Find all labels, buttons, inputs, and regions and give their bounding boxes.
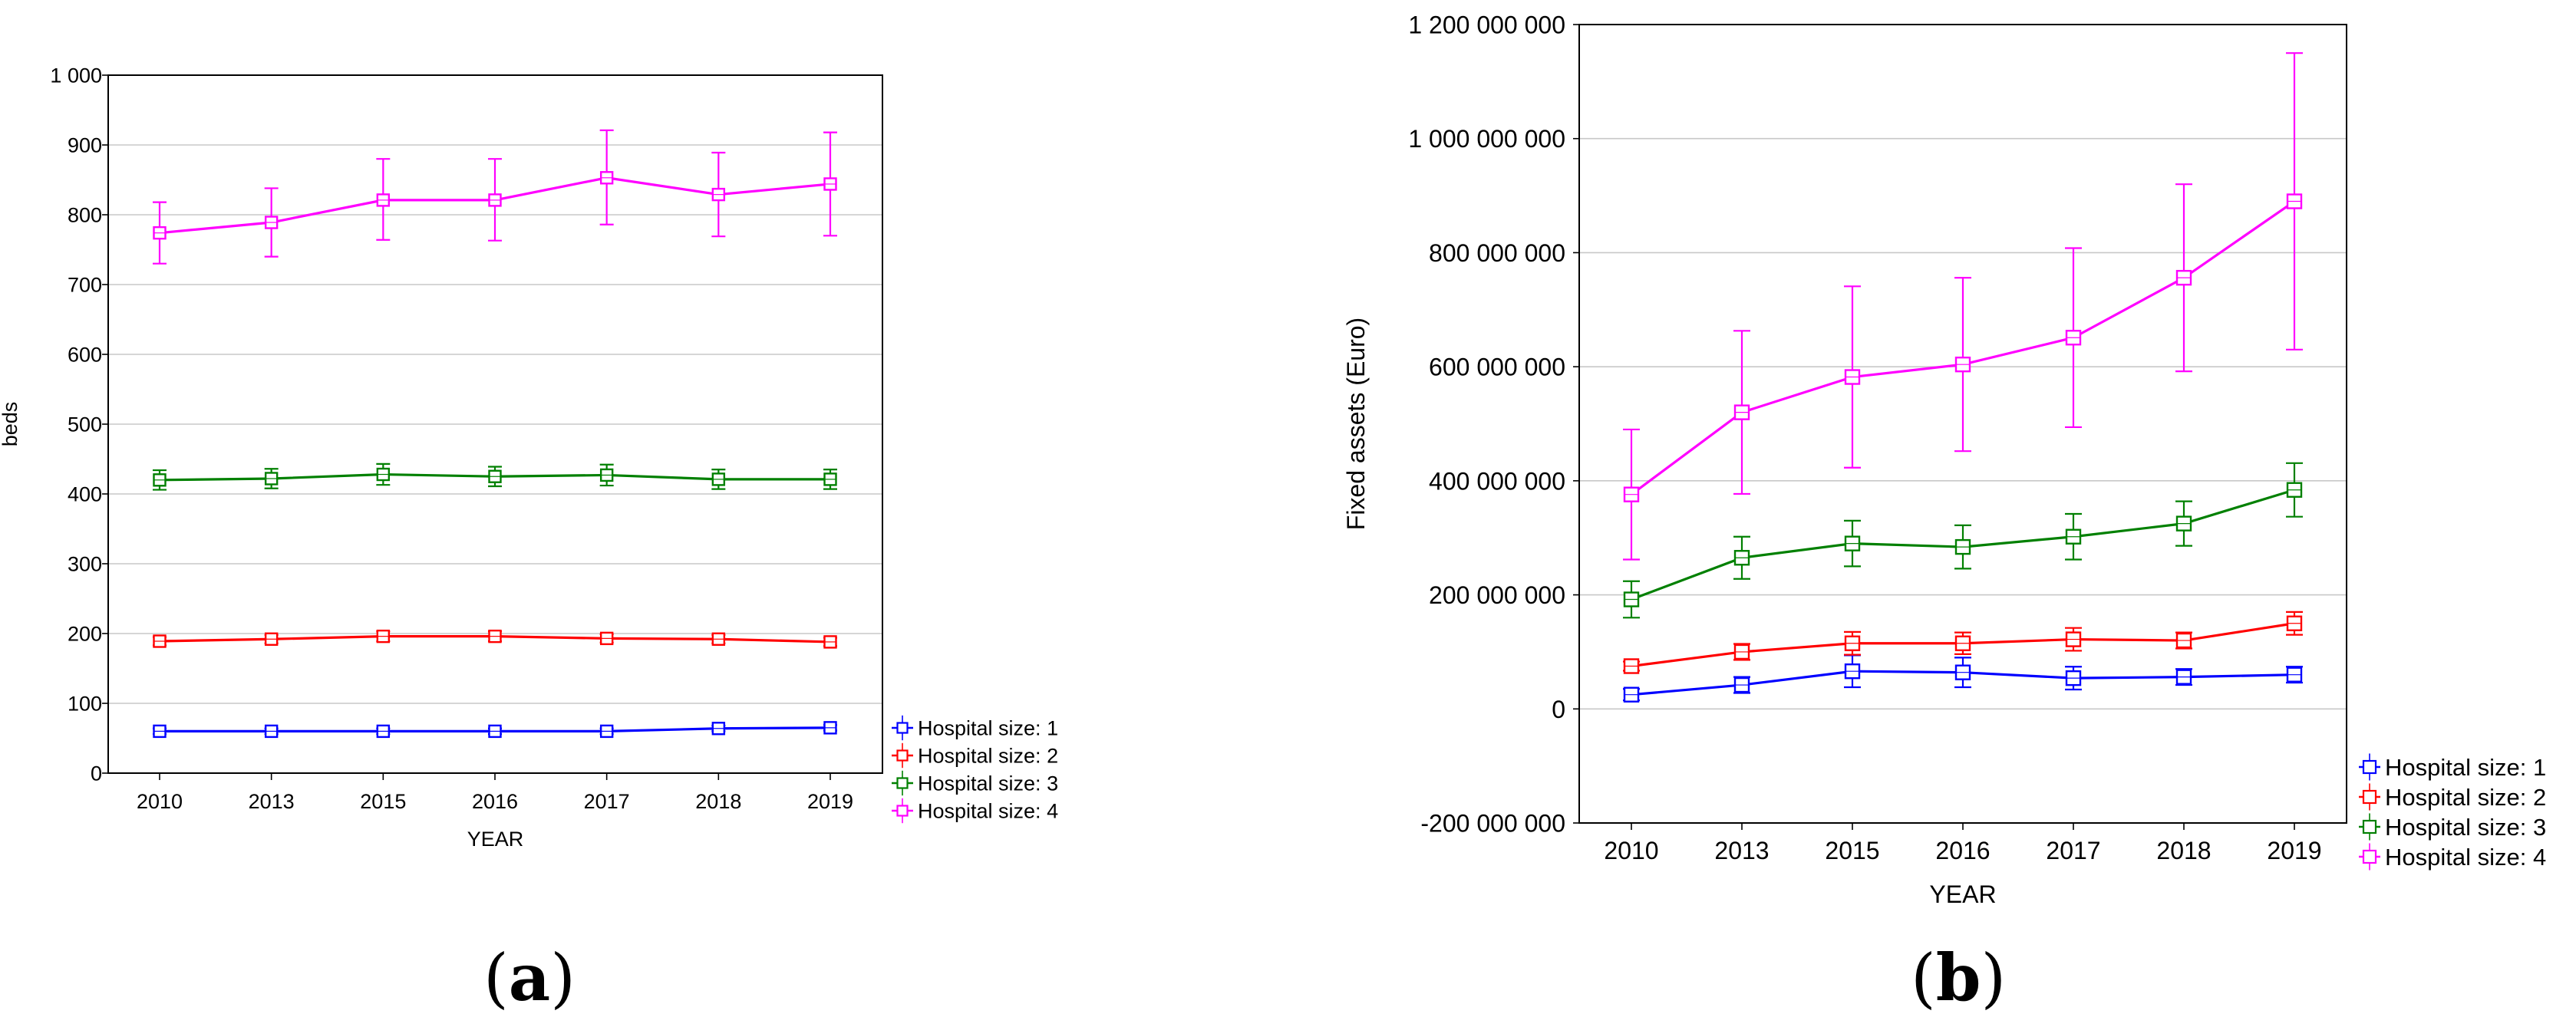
y-tick-label: 800 000 000 [1429, 239, 1565, 267]
legend-marker [896, 777, 909, 789]
panel-label-b: (b) [1911, 940, 2007, 1015]
series-3 [1623, 462, 2303, 619]
legend-item: Hospital size: 1 [892, 715, 1058, 741]
y-tick-label: 0 [1552, 696, 1565, 723]
legend-marker [2362, 849, 2377, 864]
x-tick-label: 2010 [137, 790, 183, 813]
legend-marker [2362, 759, 2377, 775]
panel-label-a-text: a [508, 940, 551, 1015]
legend-marker [896, 805, 909, 817]
y-tick-label: 1 200 000 000 [1408, 12, 1565, 39]
y-tick-label: 600 000 000 [1429, 354, 1565, 381]
x-tick-label: 2019 [807, 790, 853, 813]
y-tick-label: 800 [68, 204, 102, 227]
legend-item: Hospital size: 3 [2359, 813, 2546, 841]
x-tick-label: 2010 [1604, 837, 1658, 864]
legend-label: Hospital size: 3 [2385, 814, 2546, 841]
x-tick-label: 2016 [1935, 837, 1990, 864]
series-2 [153, 629, 837, 649]
x-tick-label: 2013 [1714, 837, 1769, 864]
y-tick-label: 400 [68, 483, 102, 506]
panel-label-a: (a) [483, 940, 576, 1015]
legend-item: Hospital size: 2 [892, 742, 1058, 769]
legend: Hospital size: 1 Hospital size: 2 Hospital… [2359, 753, 2546, 871]
legend-label: Hospital size: 1 [2385, 754, 2546, 781]
y-tick-label: 400 000 000 [1429, 467, 1565, 495]
y-tick-label: 700 [68, 274, 102, 297]
y-tick-label: 200 [68, 623, 102, 646]
series-4 [153, 129, 837, 265]
legend-label: Hospital size: 4 [918, 800, 1058, 823]
legend-item: Hospital size: 1 [2359, 753, 2546, 781]
legend-label: Hospital size: 2 [2385, 784, 2546, 811]
x-axis-label: YEAR [467, 828, 524, 851]
y-tick-label: 900 [68, 134, 102, 157]
x-tick-label: 2015 [360, 790, 406, 813]
series-1 [153, 721, 837, 739]
legend-label: Hospital size: 1 [918, 717, 1058, 740]
y-tick-label: 1 000 [50, 64, 102, 87]
x-tick-label: 2013 [249, 790, 295, 813]
legend-item: Hospital size: 4 [892, 798, 1058, 824]
legend-item: Hospital size: 3 [892, 770, 1058, 796]
y-axis-label: Fixed assets (Euro) [1342, 318, 1370, 530]
panel-label-b-text: b [1935, 940, 1981, 1015]
y-tick-label: 1 000 000 000 [1408, 125, 1565, 153]
y-axis-label: beds [0, 402, 21, 447]
y-tick-label: -200 000 000 [1420, 810, 1565, 838]
legend: Hospital size: 1 Hospital size: 2 Hospital… [892, 715, 1058, 824]
x-axis-label: YEAR [1929, 881, 1996, 908]
series-2 [1623, 611, 2303, 674]
chart-a: 0 100 200 300 400 500 600 700 800 900 1 000 2010 201… [0, 64, 1058, 851]
x-tick-label: 2019 [2267, 837, 2321, 864]
x-tick-label: 2016 [472, 790, 518, 813]
legend-label: Hospital size: 4 [2385, 844, 2546, 871]
legend-marker [896, 722, 909, 734]
x-tick-label: 2017 [2046, 837, 2100, 864]
series-4 [1623, 52, 2303, 561]
series-1 [1623, 654, 2303, 703]
legend-item: Hospital size: 2 [2359, 783, 2546, 811]
x-tick-label: 2017 [584, 790, 630, 813]
y-tick-label: 100 [68, 693, 102, 716]
y-tick-label: 600 [68, 344, 102, 367]
x-tick-label: 2018 [695, 790, 741, 813]
y-tick-label: 500 [68, 413, 102, 436]
x-tick-label: 2018 [2156, 837, 2211, 864]
y-tick-label: 200 000 000 [1429, 581, 1565, 609]
legend-item: Hospital size: 4 [2359, 843, 2546, 871]
legend-marker [896, 749, 909, 762]
legend-marker [2362, 789, 2377, 805]
series-3 [153, 462, 837, 491]
legend-label: Hospital size: 2 [918, 745, 1058, 768]
y-tick-label: 0 [91, 762, 102, 785]
x-tick-label: 2015 [1825, 837, 1879, 864]
y-tick-label: 300 [68, 553, 102, 576]
legend-label: Hospital size: 3 [918, 772, 1058, 795]
chart-b: -200 000 000 0 200 000 000 400 000 000 600 0… [1342, 12, 2546, 908]
legend-marker [2362, 819, 2377, 834]
